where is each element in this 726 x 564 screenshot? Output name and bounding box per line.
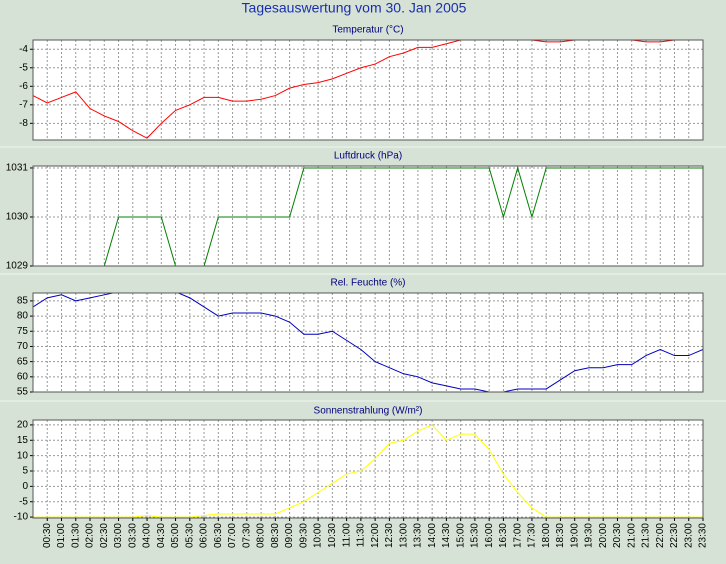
y-tick-label: 20 bbox=[17, 420, 29, 431]
x-tick-label: 13:30 bbox=[413, 523, 424, 548]
x-tick-label: 16:30 bbox=[498, 523, 509, 548]
x-tick-label: 08:30 bbox=[270, 523, 281, 548]
y-tick-label: -5 bbox=[19, 62, 28, 73]
x-tick-label: 20:00 bbox=[598, 523, 609, 548]
x-tick-label: 18:30 bbox=[555, 523, 566, 548]
x-tick-label: 18:00 bbox=[541, 523, 552, 548]
y-tick-label: 1029 bbox=[6, 261, 29, 272]
x-tick-label: 21:30 bbox=[641, 523, 652, 548]
x-tick-label: 03:00 bbox=[113, 523, 124, 548]
x-tick-label: 15:00 bbox=[455, 523, 466, 548]
x-tick-label: 21:00 bbox=[626, 523, 637, 548]
x-tick-label: 17:00 bbox=[512, 523, 523, 548]
x-tick-label: 19:00 bbox=[569, 523, 580, 548]
x-tick-label: 09:30 bbox=[298, 523, 309, 548]
x-tick-label: 14:30 bbox=[441, 523, 452, 548]
x-tick-label: 12:30 bbox=[384, 523, 395, 548]
plot-area bbox=[33, 166, 703, 266]
plot-border bbox=[32, 419, 704, 519]
x-tick-label: 06:30 bbox=[213, 523, 224, 548]
plot-layer bbox=[33, 40, 703, 139]
y-tick-label: -10 bbox=[14, 512, 29, 523]
x-tick-label: 00:30 bbox=[42, 523, 53, 548]
x-tick-label: 04:30 bbox=[156, 523, 167, 548]
x-tick-label: 10:30 bbox=[327, 523, 338, 548]
x-tick-label: 01:30 bbox=[70, 523, 81, 548]
y-tick-label: -6 bbox=[19, 81, 28, 92]
panel-title: Luftdruck (hPa) bbox=[334, 151, 402, 162]
x-tick-label: 07:00 bbox=[227, 523, 238, 548]
data-line bbox=[33, 40, 703, 139]
x-tick-label: 11:00 bbox=[341, 523, 352, 548]
plot-area bbox=[33, 420, 703, 518]
x-tick-label: 16:00 bbox=[484, 523, 495, 548]
x-tick-label: 22:00 bbox=[655, 523, 666, 548]
x-tick-label: 08:00 bbox=[256, 523, 267, 548]
y-tick-label: 80 bbox=[17, 311, 29, 322]
y-tick-label: 75 bbox=[17, 326, 29, 337]
y-tick-label: 60 bbox=[17, 371, 29, 382]
x-tick-label: 05:00 bbox=[170, 523, 181, 548]
plot-border bbox=[32, 165, 704, 267]
data-line bbox=[33, 424, 703, 518]
x-tick-label: 03:30 bbox=[127, 523, 138, 548]
x-tick-label: 13:00 bbox=[398, 523, 409, 548]
y-tick-label: 55 bbox=[17, 387, 29, 398]
panel-title: Rel. Feuchte (%) bbox=[330, 278, 405, 289]
x-tick-label: 20:30 bbox=[612, 523, 623, 548]
panel-title: Sonnenstrahlung (W/m²) bbox=[314, 406, 423, 417]
panel-title: Temperatur (°C) bbox=[332, 25, 403, 36]
y-tick-label: 15 bbox=[17, 435, 29, 446]
y-tick-label: 1031 bbox=[6, 163, 29, 174]
y-tick-label: 85 bbox=[17, 296, 29, 307]
y-tick-label: -4 bbox=[19, 44, 28, 55]
plot-layer bbox=[33, 424, 703, 518]
x-tick-label: 15:30 bbox=[470, 523, 481, 548]
y-tick-label: 1030 bbox=[6, 212, 29, 223]
x-tick-label: 11:30 bbox=[356, 523, 367, 548]
y-tick-label: -5 bbox=[19, 496, 28, 507]
plot-layer bbox=[33, 166, 703, 266]
y-tick-label: -7 bbox=[19, 99, 28, 110]
y-tick-label: 10 bbox=[17, 450, 29, 461]
x-tick-label: 10:00 bbox=[313, 523, 324, 548]
x-tick-label: 09:00 bbox=[284, 523, 295, 548]
x-tick-label: 19:30 bbox=[584, 523, 595, 548]
y-tick-label: 65 bbox=[17, 356, 29, 367]
x-tick-label: 23:00 bbox=[683, 523, 694, 548]
x-tick-label: 07:30 bbox=[241, 523, 252, 548]
x-tick-label: 06:00 bbox=[199, 523, 210, 548]
x-tick-label: 05:30 bbox=[184, 523, 195, 548]
plot-layer bbox=[33, 293, 703, 392]
x-tick-label: 23:30 bbox=[698, 523, 709, 548]
x-tick-label: 17:30 bbox=[527, 523, 538, 548]
x-tick-label: 02:00 bbox=[85, 523, 96, 548]
x-tick-label: 04:00 bbox=[142, 523, 153, 548]
y-tick-label: 0 bbox=[22, 481, 28, 492]
plot-border bbox=[32, 39, 704, 141]
plot-area bbox=[33, 40, 703, 140]
plot-border bbox=[32, 292, 704, 393]
y-tick-label: 70 bbox=[17, 341, 29, 352]
y-tick-label: 5 bbox=[22, 466, 28, 477]
x-tick-label: 12:00 bbox=[370, 523, 381, 548]
data-line bbox=[33, 166, 703, 266]
x-tick-label: 14:00 bbox=[427, 523, 438, 548]
x-tick-label: 02:30 bbox=[99, 523, 110, 548]
plot-area bbox=[33, 293, 703, 392]
y-tick-label: -8 bbox=[19, 118, 28, 129]
x-tick-label: 22:30 bbox=[669, 523, 680, 548]
page-title: Tagesauswertung vom 30. Jan 2005 bbox=[242, 0, 467, 16]
x-tick-label: 01:00 bbox=[56, 523, 67, 548]
data-line bbox=[33, 293, 703, 392]
